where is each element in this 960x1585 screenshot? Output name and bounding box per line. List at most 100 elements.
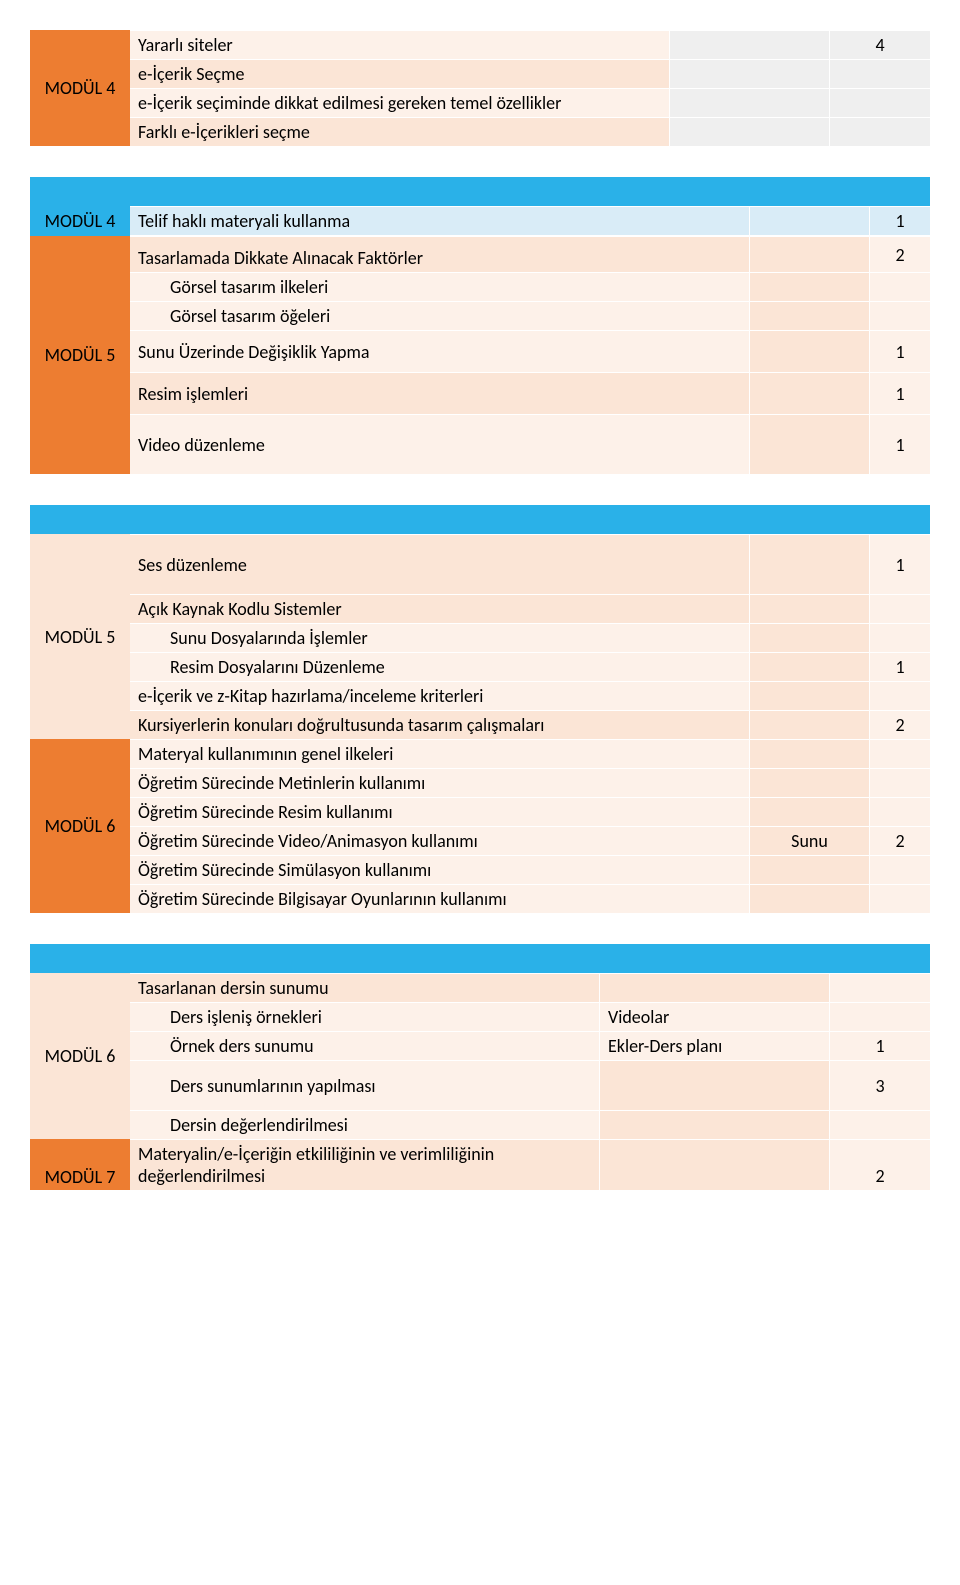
row-mid (670, 117, 830, 146)
row-title: Öğretim Sürecinde Bilgisayar Oyunlarının… (130, 884, 750, 913)
row-num: 1 (830, 1031, 930, 1060)
row-mid (750, 372, 870, 414)
row-num: 1 (870, 330, 930, 372)
row-title: Resim Dosyalarını Düzenleme (130, 652, 750, 681)
row-num (870, 768, 930, 797)
row-mid (750, 330, 870, 372)
row-title: Öğretim Sürecinde Metinlerin kullanımı (130, 768, 750, 797)
row-mid (750, 797, 870, 826)
row-title: Resim işlemleri (130, 372, 750, 414)
row-mid (750, 739, 870, 768)
row-num: 2 (870, 236, 930, 272)
row-mid (750, 884, 870, 913)
row-title: Ders sunumlarının yapılması (130, 1060, 600, 1110)
row-num: 4 (830, 30, 930, 59)
header-bar (30, 176, 930, 206)
row-mid (670, 30, 830, 59)
row-mid (750, 768, 870, 797)
row-num (870, 797, 930, 826)
row-title: Kursiyerlerin konuları doğrultusunda tas… (130, 710, 750, 739)
row-mid (750, 623, 870, 652)
row-num: 3 (830, 1060, 930, 1110)
row-mid (750, 681, 870, 710)
block-modul6-7: MODÜL 6 Tasarlanan dersin sunumu Ders iş… (30, 943, 930, 1190)
row-mid (750, 236, 870, 272)
row-title: Materyalin/e-İçeriğin etkililiğinin ve v… (130, 1139, 600, 1190)
row-mid (750, 206, 870, 235)
row-title: Görsel tasarım ilkeleri (130, 272, 750, 301)
header-bar (30, 943, 930, 973)
row-title: Öğretim Sürecinde Video/Animasyon kullan… (130, 826, 750, 855)
sidebar-modul5b: MODÜL 5 (30, 534, 130, 739)
row-title: Görsel tasarım öğeleri (130, 301, 750, 330)
sidebar-label: MODÜL 4 (45, 77, 116, 99)
row-title: Yararlı siteler (130, 30, 670, 59)
row-mid (750, 855, 870, 884)
sidebar-label: MODÜL 4 (45, 210, 116, 232)
row-num (830, 117, 930, 146)
row-title: Sunu Üzerinde Değişiklik Yapma (130, 330, 750, 372)
sidebar-label: MODÜL 5 (45, 344, 116, 366)
sidebar-modul5: MODÜL 5 (30, 236, 130, 474)
row-mid (750, 534, 870, 594)
row-mid: Sunu (750, 826, 870, 855)
row-title: Tasarlanan dersin sunumu (130, 973, 600, 1002)
row-title: e-İçerik ve z-Kitap hazırlama/inceleme k… (130, 681, 750, 710)
row-mid: Ekler-Ders planı (600, 1031, 830, 1060)
sidebar-label: MODÜL 6 (45, 815, 116, 837)
row-mid (750, 272, 870, 301)
row-mid (600, 973, 830, 1002)
row-title: e-İçerik seçiminde dikkat edilmesi gerek… (130, 88, 670, 117)
row-mid (750, 414, 870, 474)
row-num (870, 301, 930, 330)
row-mid: Videolar (600, 1002, 830, 1031)
row-title: Öğretim Sürecinde Simülasyon kullanımı (130, 855, 750, 884)
row-title: Ders işleniş örnekleri (130, 1002, 600, 1031)
row-mid (750, 652, 870, 681)
row-title: Video düzenleme (130, 414, 750, 474)
row-title: Tasarlamada Dikkate Alınacak Faktörler (130, 236, 750, 272)
row-num: 1 (870, 652, 930, 681)
row-num: 2 (830, 1139, 930, 1190)
row-title: Ses düzenleme (130, 534, 750, 594)
row-title: Öğretim Sürecinde Resim kullanımı (130, 797, 750, 826)
block-modul4-top: MODÜL 4 Yararlı siteler 4 e-İçerik Seçme… (30, 30, 930, 146)
row-num: 2 (870, 710, 930, 739)
row-title: Sunu Dosyalarında İşlemler (130, 623, 750, 652)
block-modul5-6: MODÜL 5 Ses düzenleme 1 Açık Kaynak Kodl… (30, 504, 930, 913)
row-num (870, 623, 930, 652)
row-num (830, 1002, 930, 1031)
row-title: Materyal kullanımının genel ilkeleri (130, 739, 750, 768)
row-num (870, 681, 930, 710)
block-modul4-5: MODÜL 4 Telif haklı materyali kullanma 1… (30, 176, 930, 474)
row-num (870, 739, 930, 768)
row-num (870, 884, 930, 913)
row-mid (750, 594, 870, 623)
row-num: 1 (870, 414, 930, 474)
sidebar-label: MODÜL 5 (45, 626, 116, 648)
row-num (870, 272, 930, 301)
row-num (830, 973, 930, 1002)
row-num (830, 1110, 930, 1139)
row-num (870, 855, 930, 884)
header-bar (30, 504, 930, 534)
row-title: Telif haklı materyali kullanma (130, 206, 750, 235)
row-title: Örnek ders sunumu (130, 1031, 600, 1060)
row-num: 1 (870, 206, 930, 235)
row-title: Farklı e-İçerikleri seçme (130, 117, 670, 146)
row-num: 1 (870, 534, 930, 594)
sidebar-label: MODÜL 7 (45, 1166, 116, 1188)
row-title: e-İçerik Seçme (130, 59, 670, 88)
row-num (870, 594, 930, 623)
row-num (830, 88, 930, 117)
row-num: 2 (870, 826, 930, 855)
row-mid (750, 710, 870, 739)
row-mid (670, 59, 830, 88)
row-mid (600, 1139, 830, 1190)
sidebar-modul7: MODÜL 7 (30, 1139, 130, 1190)
row-mid (600, 1110, 830, 1139)
sidebar-label: MODÜL 6 (45, 1045, 116, 1067)
row-mid (750, 301, 870, 330)
sidebar-modul6b: MODÜL 6 (30, 973, 130, 1139)
row-num: 1 (870, 372, 930, 414)
